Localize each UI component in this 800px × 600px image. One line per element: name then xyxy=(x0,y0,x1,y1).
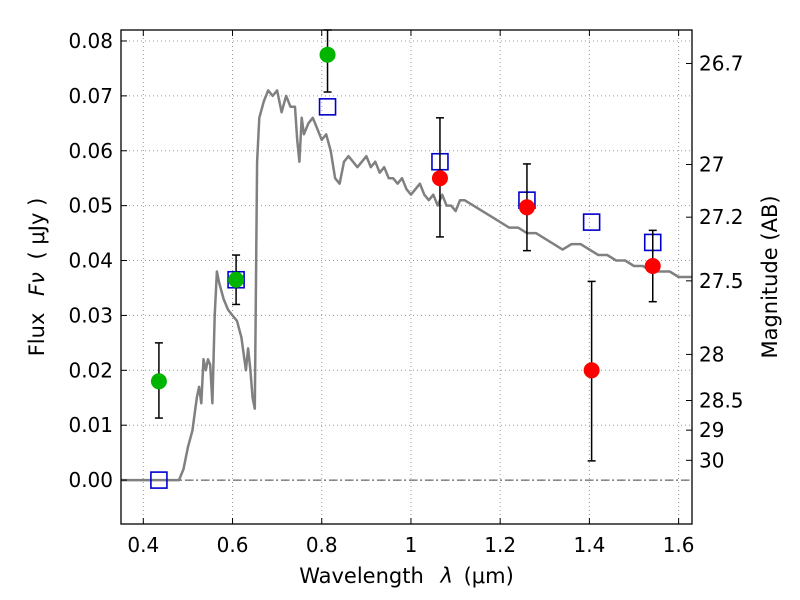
x-tick-label: 0.8 xyxy=(306,533,338,557)
green-data-point xyxy=(150,373,167,390)
green-data-point xyxy=(319,46,336,63)
mag-tick-label: 29 xyxy=(699,418,724,442)
y-tick-label: 0.05 xyxy=(68,194,113,218)
plot-frame xyxy=(120,29,693,525)
x-axis-label-unit: (μm) xyxy=(464,564,514,588)
y-axis-label-prefix: Flux xyxy=(25,313,49,357)
x-axis-label: Wavelength λ (μm) xyxy=(299,564,514,588)
mag-tick-label: 27.2 xyxy=(699,205,744,229)
y-tick-label: 0.07 xyxy=(68,84,113,108)
x-tick-label: 1 xyxy=(405,533,418,557)
red-data-point xyxy=(431,170,448,187)
mag-tick-label: 28 xyxy=(699,342,724,366)
y-tick-label: 0.01 xyxy=(68,413,113,437)
y-tick-label: 0.00 xyxy=(68,468,113,492)
mag-tick-label: 27.5 xyxy=(699,269,744,293)
model-photometry-square xyxy=(150,471,168,489)
y-tick-label: 0.08 xyxy=(68,29,113,53)
y-tick-label: 0.03 xyxy=(68,303,113,327)
mag-tick-label: 30 xyxy=(699,448,724,472)
red-data-point xyxy=(518,199,535,216)
x-tick-label: 1.6 xyxy=(663,533,695,557)
red-data-point xyxy=(583,362,600,379)
model-photometry-square xyxy=(582,213,601,231)
y-axis-label-symbol: Fν xyxy=(25,272,49,296)
model-photometry-square xyxy=(318,98,337,116)
x-axis-label-prefix: Wavelength xyxy=(299,564,424,588)
x-tick-label: 0.4 xyxy=(127,533,159,557)
model-spectrum-line xyxy=(121,89,692,482)
y-axis-label-unit: ( μJy ) xyxy=(25,198,49,260)
x-axis-label-symbol: λ xyxy=(439,564,452,588)
ticks: 0.4 0.6 0.8 1 1.2 1.4 1.6 0.00 0.01 0.02 0.03 0.04 0… xyxy=(68,29,743,557)
x-tick-label: 1.2 xyxy=(484,533,516,557)
x-tick-label: 1.4 xyxy=(573,533,605,557)
y-axis-label: Flux Fν ( μJy ) xyxy=(25,198,49,357)
mag-tick-label: 28.5 xyxy=(699,389,744,413)
mag-tick-label: 26.7 xyxy=(699,51,744,75)
y-tick-label: 0.06 xyxy=(68,139,113,163)
x-tick-label: 0.6 xyxy=(217,533,249,557)
green-data-point xyxy=(228,271,245,288)
mag-tick-label: 27 xyxy=(699,152,724,176)
red-data-point xyxy=(644,258,661,275)
y-tick-label: 0.04 xyxy=(68,249,113,273)
y2-axis-label: Magnitude (AB) xyxy=(758,195,782,358)
y-tick-label: 0.02 xyxy=(68,358,113,382)
